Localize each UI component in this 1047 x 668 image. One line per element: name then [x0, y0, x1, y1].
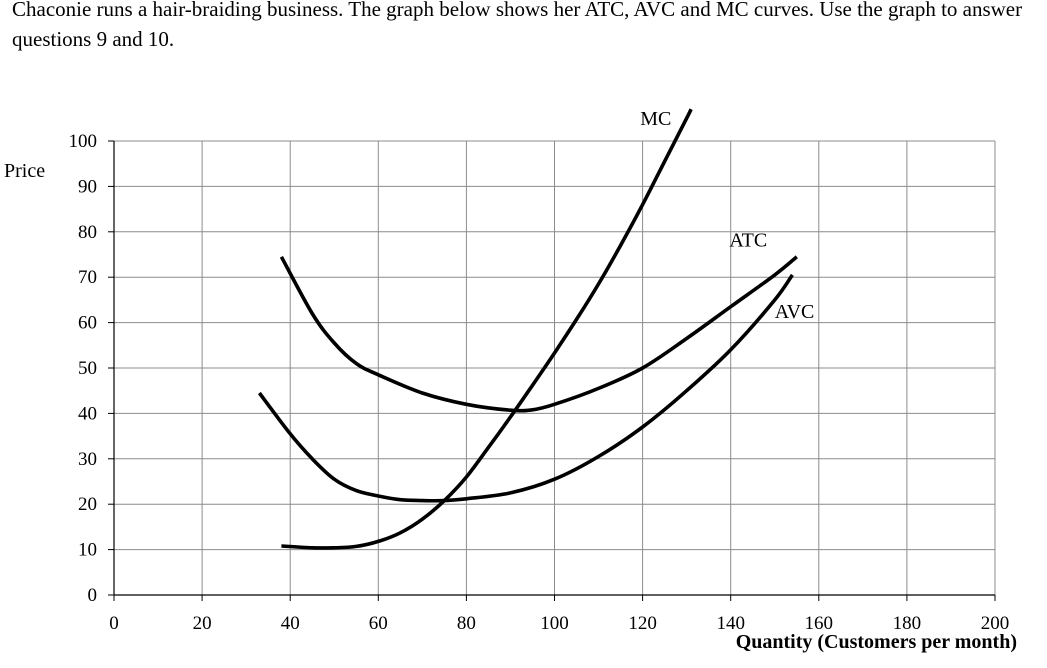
x-axis-title: Quantity (Customers per month): [736, 631, 1017, 653]
x-tick-label: 0: [109, 613, 119, 634]
grid-lines: [114, 140, 996, 595]
x-tick-label: 80: [457, 613, 476, 634]
y-tick-label: 90: [78, 176, 97, 197]
y-tick-label: 50: [78, 358, 97, 379]
x-tick-label: 140: [716, 613, 745, 634]
curves: [257, 108, 798, 550]
y-tick-label: 80: [78, 222, 97, 243]
x-tick-label: 160: [805, 613, 834, 634]
atc-label: ATC: [729, 229, 767, 251]
y-tick-label: 60: [78, 313, 97, 334]
x-tick-label: 180: [893, 613, 922, 634]
y-tick-label: 40: [78, 403, 97, 424]
tick-labels: 0 10 20 30 40 50 60 70 80 90 100 0 20 40 60 80 100 120 140…: [69, 131, 1010, 634]
avc-curve: [257, 273, 794, 503]
y-tick-label: 0: [88, 585, 98, 606]
mc-label: MC: [640, 108, 671, 130]
avc-label: AVC: [775, 301, 815, 323]
x-tick-label: 20: [193, 613, 212, 634]
y-tick-label: 30: [78, 449, 97, 470]
x-tick-label: 60: [369, 613, 388, 634]
x-tick-label: 40: [281, 613, 300, 634]
axes: [108, 140, 996, 601]
x-tick-label: 120: [628, 613, 657, 634]
mc-curve: [281, 108, 693, 550]
atc-curve: [279, 255, 798, 413]
y-tick-label: 70: [78, 267, 97, 288]
y-tick-label: 100: [69, 131, 98, 152]
y-tick-label: 20: [78, 494, 97, 515]
curve-labels: MC ATC AVC: [640, 108, 814, 323]
x-tick-label: 100: [540, 613, 569, 634]
x-tick-label: 200: [981, 613, 1010, 634]
question-intro-text: Chaconie runs a hair-braiding business. …: [12, 0, 1023, 51]
y-tick-label: 10: [78, 540, 97, 561]
y-axis-title: Price: [4, 160, 45, 182]
